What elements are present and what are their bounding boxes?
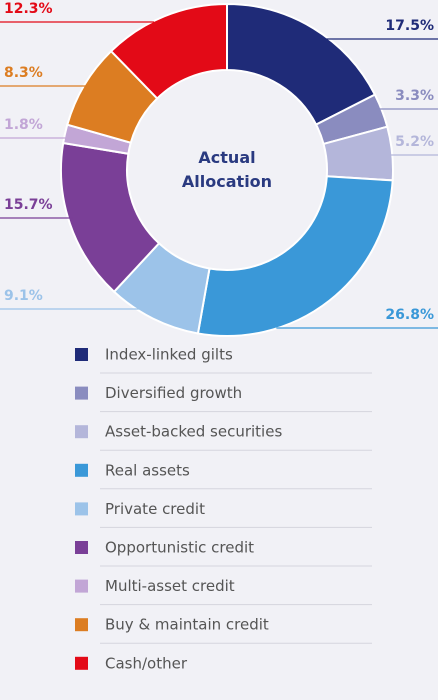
legend-swatch [75, 386, 88, 400]
legend-swatch [75, 618, 88, 632]
value-label: 8.3% [4, 65, 43, 81]
donut-slice [109, 2, 228, 100]
legend-label: Opportunistic credit [105, 539, 254, 557]
value-label: 1.8% [4, 117, 43, 133]
value-label: 26.8% [385, 307, 434, 323]
value-label: 5.2% [395, 134, 434, 150]
value-label: 15.7% [4, 197, 53, 213]
donut-slice [196, 175, 394, 337]
value-label: 9.1% [4, 288, 43, 304]
legend-swatch [75, 463, 88, 477]
legend-label: Multi-asset credit [105, 577, 235, 595]
legend-label: Private credit [105, 500, 205, 518]
legend-label: Cash/other [105, 654, 188, 672]
legend-swatch [75, 541, 88, 554]
legend-swatch [75, 579, 88, 593]
legend-label: Real assets [105, 461, 190, 479]
legend-swatch [75, 425, 88, 439]
legend-label: Index-linked gilts [105, 346, 233, 364]
value-label: 3.3% [395, 88, 434, 104]
legend-swatch [75, 656, 88, 670]
legend-label: Asset-backed securities [105, 423, 282, 441]
legend-label: Diversified growth [105, 384, 242, 402]
value-label: 12.3% [4, 1, 53, 17]
value-label: 17.5% [385, 18, 434, 34]
legend-swatch [75, 502, 88, 516]
legend-label: Buy & maintain credit [105, 616, 269, 634]
chart-title: Actual Allocation [181, 148, 273, 191]
legend-swatch [75, 348, 88, 361]
